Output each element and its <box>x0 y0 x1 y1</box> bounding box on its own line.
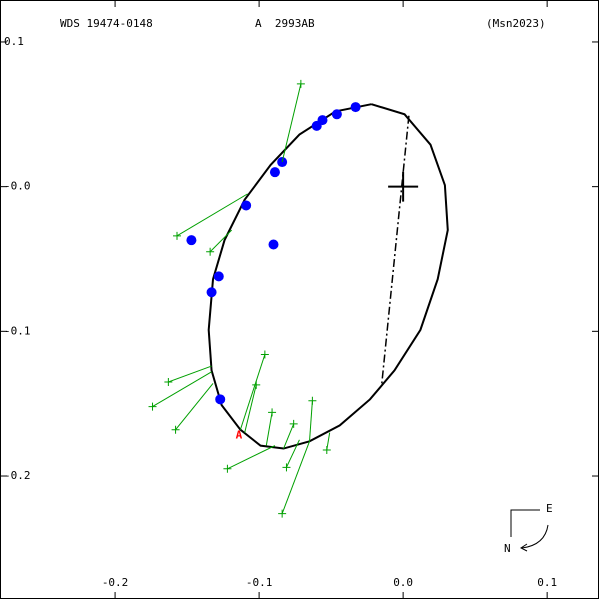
observation <box>206 287 217 298</box>
observation <box>260 350 269 359</box>
compass-east: E <box>546 502 553 515</box>
compass-arrow <box>521 524 549 549</box>
residual <box>309 400 313 442</box>
observation <box>171 425 180 434</box>
observation <box>268 408 277 417</box>
y-tick-label: -0.0 <box>4 180 31 193</box>
observation <box>206 247 215 256</box>
line-of-nodes <box>380 115 410 387</box>
compass-arrowhead <box>520 543 528 552</box>
observation <box>350 102 361 113</box>
residual <box>227 445 276 470</box>
observation <box>241 200 252 211</box>
observation <box>296 79 305 88</box>
residual <box>286 439 300 468</box>
observation <box>322 445 331 454</box>
x-tick-label: 0.0 <box>393 576 413 589</box>
observation <box>289 419 298 428</box>
compass <box>510 509 549 552</box>
observation <box>278 509 287 518</box>
annotation: A <box>236 429 243 442</box>
y-tick-label: -0.1 <box>4 324 31 337</box>
residual <box>239 354 266 430</box>
residual <box>265 412 273 446</box>
chart-title: WDS 19474-0148 <box>60 17 153 30</box>
observation <box>252 380 261 389</box>
observation <box>186 235 197 246</box>
subtitle: A 2993AB <box>255 17 315 30</box>
reference: (Msn2023) <box>486 17 546 30</box>
observation <box>164 377 173 386</box>
observation <box>215 394 226 405</box>
x-tick-label: 0.1 <box>537 576 557 589</box>
observation <box>268 239 279 250</box>
observation <box>331 109 342 120</box>
observation <box>311 120 322 131</box>
residual <box>244 384 257 433</box>
x-tick-label: -0.1 <box>246 576 273 589</box>
residual <box>283 423 295 449</box>
y-tick-label: -0.2 <box>4 469 31 482</box>
observation <box>269 167 280 178</box>
compass-north: N <box>504 542 511 555</box>
residual <box>152 371 212 407</box>
y-tick-label: 0.1 <box>4 35 24 48</box>
observation <box>308 396 317 405</box>
x-tick-label: -0.2 <box>102 576 129 589</box>
residual <box>281 83 302 163</box>
residual <box>176 193 248 237</box>
compass-axes <box>510 509 540 537</box>
residual <box>168 365 212 383</box>
observation <box>213 271 224 282</box>
observation <box>148 402 157 411</box>
observation <box>282 463 291 472</box>
residual <box>209 229 233 253</box>
primary-star <box>388 171 419 202</box>
observation <box>173 231 182 240</box>
orbit <box>207 103 449 450</box>
observation <box>223 464 232 473</box>
residual <box>175 383 214 431</box>
residual <box>281 441 310 514</box>
